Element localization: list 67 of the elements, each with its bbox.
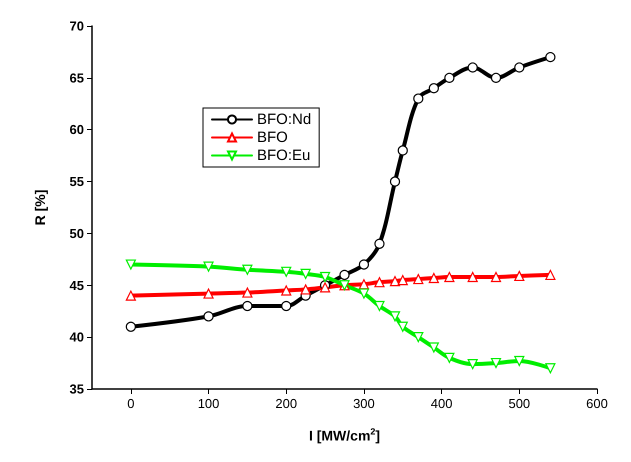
point: [514, 62, 524, 73]
point: [514, 356, 524, 366]
x-tick-label: 400: [430, 396, 452, 411]
point: [390, 276, 400, 286]
y-tick-label: 65: [70, 70, 84, 86]
y-tick-label: 70: [70, 18, 84, 34]
point: [126, 290, 136, 301]
point: [203, 262, 214, 272]
point: [428, 342, 439, 353]
point: [320, 272, 330, 282]
point: [428, 83, 439, 94]
y-axis-title: R [%]: [32, 190, 48, 226]
point: [444, 352, 454, 363]
legend-label: BFO:Nd: [257, 111, 312, 128]
point: [468, 359, 478, 370]
point: [374, 277, 385, 288]
y-tick-label: 50: [70, 226, 84, 241]
point: [390, 176, 400, 187]
x-tick-label: 100: [198, 396, 220, 411]
point: [545, 52, 556, 62]
point: [339, 270, 350, 280]
point: [126, 259, 136, 270]
point: [468, 62, 478, 73]
point: [281, 266, 292, 277]
point: [413, 332, 424, 342]
point: [300, 284, 311, 295]
point: [281, 285, 292, 296]
point: [281, 300, 292, 312]
point: [490, 272, 502, 282]
point: [444, 72, 454, 83]
point: [545, 363, 556, 374]
x-tick-label: 0: [127, 396, 134, 411]
x-tick-label: 500: [508, 396, 530, 411]
point: [242, 300, 252, 312]
point: [468, 272, 478, 282]
point: [398, 322, 408, 332]
x-tick-label: 600: [586, 396, 608, 411]
point: [490, 358, 502, 368]
point: [358, 288, 370, 299]
point: [358, 279, 370, 290]
point: [242, 287, 252, 298]
point: [413, 94, 424, 104]
point: [398, 275, 408, 286]
point: [413, 274, 424, 284]
point: [545, 270, 556, 280]
y-tick-label: 60: [70, 122, 84, 138]
point: [203, 311, 214, 322]
point: [203, 288, 214, 299]
point: [300, 268, 311, 279]
point: [444, 272, 454, 282]
point: [390, 311, 400, 322]
y-tick-label: 55: [70, 174, 84, 190]
y-tick-label: 45: [70, 278, 84, 293]
x-tick-label: 200: [275, 396, 298, 411]
point: [242, 264, 252, 275]
y-tick-label: 40: [70, 330, 84, 345]
legend-label: BFO: [257, 129, 288, 146]
point: [514, 270, 524, 282]
y-tick-label: 35: [70, 382, 84, 396]
point: [126, 322, 136, 332]
legend-label: BFO:Eu: [257, 147, 310, 164]
point: [398, 145, 408, 156]
point: [490, 72, 502, 83]
x-tick-label: 300: [353, 396, 375, 411]
point: [358, 259, 370, 270]
point: [374, 238, 385, 249]
point: [428, 272, 439, 284]
